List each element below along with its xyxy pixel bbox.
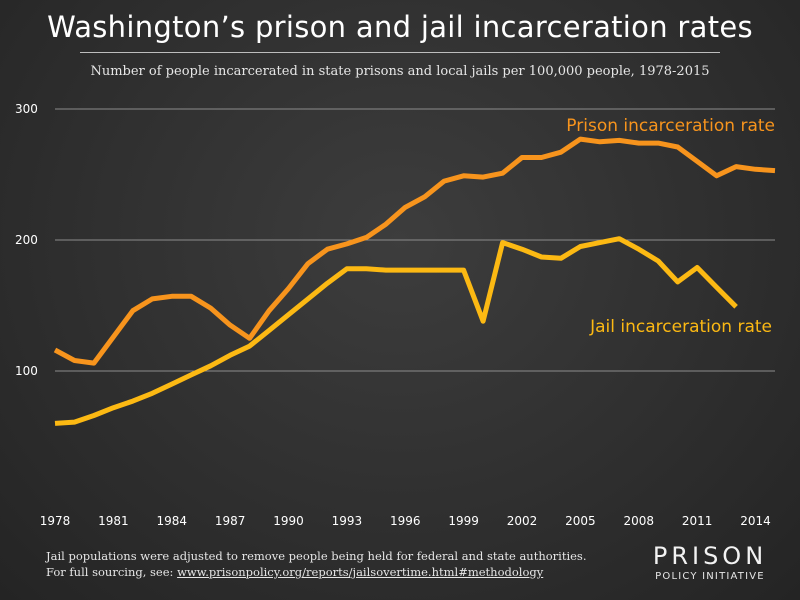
x-tick-label: 2005 <box>565 514 596 528</box>
prison-policy-initiative-logo: PRISON POLICY INITIATIVE <box>650 542 770 584</box>
footnote-line-2: For full sourcing, see: www.prisonpolicy… <box>46 564 587 580</box>
logo-wordmark: PRISON <box>652 542 768 570</box>
x-tick-label: 1993 <box>332 514 363 528</box>
x-tick-label: 1990 <box>273 514 304 528</box>
jail-rate-line <box>54 236 738 426</box>
x-tick-label: 1978 <box>40 514 71 528</box>
footnote: Jail populations were adjusted to remove… <box>46 548 587 580</box>
x-tick-label: 1981 <box>98 514 129 528</box>
jail-series-label: Jail incarceration rate <box>589 317 772 337</box>
x-tick-label: 2008 <box>624 514 655 528</box>
x-tick-label: 2014 <box>740 514 771 528</box>
footnote-prefix: For full sourcing, see: <box>46 565 178 579</box>
methodology-link[interactable]: www.prisonpolicy.org/reports/jailsoverti… <box>177 565 544 579</box>
x-tick-label: 1999 <box>448 514 479 528</box>
y-tick-label: 200 <box>15 233 38 247</box>
x-tick-label: 1987 <box>215 514 246 528</box>
footnote-line-1: Jail populations were adjusted to remove… <box>46 549 587 563</box>
prison-rate-line <box>53 136 776 366</box>
x-tick-label: 2011 <box>682 514 713 528</box>
prison-series-label: Prison incarceration rate <box>566 116 775 136</box>
y-axis-ticks: 100 200 300 <box>15 102 38 378</box>
chart-title: Washington’s prison and jail incarcerati… <box>47 10 753 44</box>
series-lines <box>53 136 776 426</box>
grid-lines <box>55 108 775 372</box>
title-divider <box>80 52 720 53</box>
logo-tagline: POLICY INITIATIVE <box>655 571 765 582</box>
x-tick-label: 1996 <box>390 514 421 528</box>
chart-subtitle: Number of people incarcerated in state p… <box>90 64 710 79</box>
y-tick-label: 300 <box>15 102 38 116</box>
x-tick-label: 2002 <box>507 514 538 528</box>
x-axis-ticks: 1978 1981 1984 1987 1990 1993 1996 1999 2002 2005… <box>40 514 771 528</box>
x-tick-label: 1984 <box>156 514 187 528</box>
y-tick-label: 100 <box>15 364 38 378</box>
